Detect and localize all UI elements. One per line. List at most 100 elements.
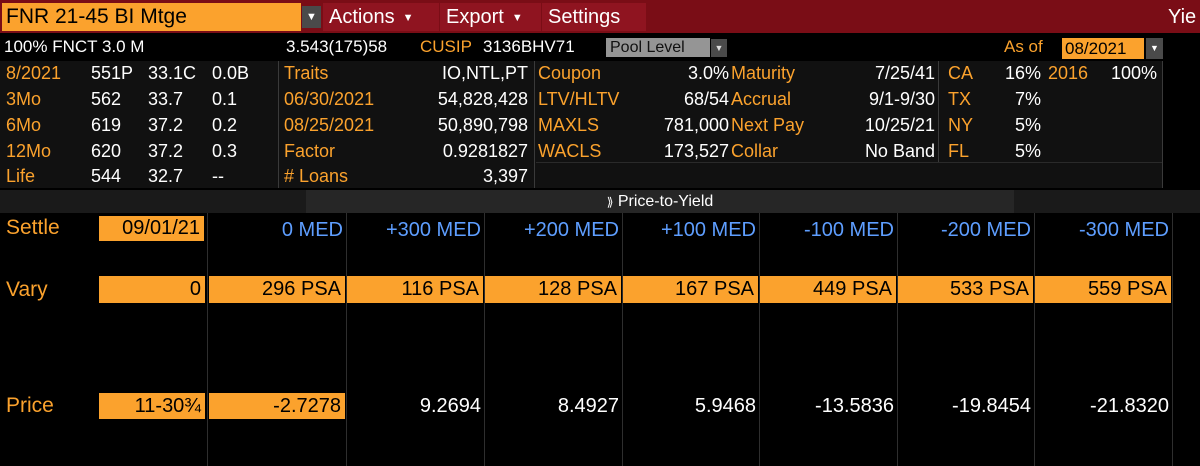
pool-level-dropdown-icon[interactable]: ▼ xyxy=(711,39,727,57)
cusip-label: CUSIP xyxy=(420,37,472,56)
export-menu[interactable]: Export ▼ xyxy=(440,3,541,31)
history-period: 6Mo xyxy=(6,115,42,135)
as-of-dropdown-icon[interactable]: ▼ xyxy=(1146,38,1163,59)
loan-stat-label: Coupon xyxy=(538,63,602,83)
scenario-header: +200 MED xyxy=(523,219,619,241)
price-result: -19.8454 xyxy=(952,395,1031,417)
settings-menu-label: Settings xyxy=(548,6,621,28)
geo-state: CA xyxy=(948,63,974,83)
geo-pct: 16% xyxy=(1004,63,1041,83)
divider xyxy=(534,61,535,188)
security-dropdown-icon[interactable]: ▼ xyxy=(302,6,321,28)
grid-divider xyxy=(346,213,347,466)
divider xyxy=(536,162,1162,163)
grid-divider xyxy=(484,213,485,466)
history-cpr: 37.2 xyxy=(148,115,184,135)
history-speed: 620 xyxy=(91,141,122,161)
vary-label: Vary xyxy=(6,278,48,301)
settle-label: Settle xyxy=(6,216,60,239)
history-period: Life xyxy=(6,166,36,186)
drill-icon: ⟫ xyxy=(606,195,614,209)
history-cpr: 33.7 xyxy=(148,89,184,109)
history-speed: 551P xyxy=(91,63,134,83)
history-vol: 0.1 xyxy=(212,89,238,109)
geo-state: FL xyxy=(948,141,970,161)
as-of-label: As of xyxy=(1004,37,1043,56)
vary-field[interactable]: 533 PSA xyxy=(898,276,1033,303)
yield-tab-truncated[interactable]: Yie xyxy=(1168,6,1197,28)
scenario-header: -200 MED xyxy=(940,219,1031,241)
security-field[interactable]: FNR 21-45 BI Mtge xyxy=(2,3,301,31)
history-vol: 0.3 xyxy=(212,141,238,161)
divider xyxy=(1162,61,1163,188)
term-value: 9/1-9/30 xyxy=(868,89,935,109)
attribute-value: 54,828,428 xyxy=(437,89,528,109)
pool-level-select[interactable]: Pool Level xyxy=(606,38,710,57)
loan-stat-label: WACLS xyxy=(538,141,602,161)
actions-menu[interactable]: Actions ▼ xyxy=(323,3,439,31)
vary-field[interactable]: 116 PSA xyxy=(347,276,483,303)
vary-field[interactable]: 296 PSA xyxy=(209,276,345,303)
geo-pct: 7% xyxy=(1014,89,1041,109)
divider xyxy=(278,61,279,188)
as-of-field[interactable]: 08/2021 xyxy=(1062,38,1144,59)
history-cpr: 33.1C xyxy=(148,63,197,83)
attribute-label: Traits xyxy=(284,63,329,83)
vintage-year: 2016 xyxy=(1048,63,1089,83)
price-result: -21.8320 xyxy=(1090,395,1169,417)
vary-field[interactable]: 559 PSA xyxy=(1035,276,1171,303)
history-cpr: 37.2 xyxy=(148,141,184,161)
term-label: Collar xyxy=(731,141,779,161)
vary-field[interactable]: 167 PSA xyxy=(623,276,758,303)
geo-state: NY xyxy=(948,115,974,135)
chevron-down-icon: ▼ xyxy=(402,12,414,24)
attribute-label: # Loans xyxy=(284,166,349,186)
history-period: 3Mo xyxy=(6,89,42,109)
loan-stat-value: 173,527 xyxy=(663,141,729,161)
section-banner-center xyxy=(306,190,1014,213)
attribute-label: 06/30/2021 xyxy=(284,89,375,109)
history-vol: 0.0B xyxy=(212,63,250,83)
settings-menu[interactable]: Settings xyxy=(542,3,646,31)
attribute-value: 50,890,798 xyxy=(437,115,528,135)
attribute-value: 3,397 xyxy=(482,166,528,186)
term-label: Maturity xyxy=(731,63,796,83)
price-result: -13.5836 xyxy=(815,395,894,417)
history-cpr: 32.7 xyxy=(148,166,184,186)
vary-field[interactable]: 128 PSA xyxy=(485,276,621,303)
term-label: Next Pay xyxy=(731,115,805,135)
history-speed: 562 xyxy=(91,89,122,109)
attribute-value: IO,NTL,PT xyxy=(441,63,528,83)
history-period: 8/2021 xyxy=(6,63,62,83)
price-input-field[interactable]: 11-30¾ xyxy=(99,393,205,419)
description: 100% FNCT 3.0 M xyxy=(4,37,145,56)
history-vol: 0.2 xyxy=(212,115,238,135)
price-result: 8.4927 xyxy=(557,395,619,417)
chevron-down-icon: ▼ xyxy=(511,12,523,24)
price-label: Price xyxy=(6,394,54,417)
price-result: 5.9468 xyxy=(694,395,756,417)
term-value: 10/25/21 xyxy=(864,115,935,135)
grid-divider xyxy=(1034,213,1035,466)
history-vol: -- xyxy=(212,166,224,186)
vary-field[interactable]: 449 PSA xyxy=(760,276,896,303)
grid-divider xyxy=(1172,213,1173,466)
cusip-value: 3136BHV71 xyxy=(483,37,575,56)
history-period: 12Mo xyxy=(6,141,52,161)
price-result: 9.2694 xyxy=(419,395,481,417)
scenario-header: -100 MED xyxy=(803,219,894,241)
attribute-label: 08/25/2021 xyxy=(284,115,375,135)
geo-pct: 5% xyxy=(1014,115,1041,135)
grid-divider xyxy=(207,213,208,466)
scenario-header: +300 MED xyxy=(385,219,481,241)
settle-date-field[interactable]: 09/01/21 xyxy=(99,216,204,241)
attribute-label: Factor xyxy=(284,141,336,161)
loan-stat-value: 781,000 xyxy=(663,115,729,135)
attribute-value: 0.9281827 xyxy=(442,141,528,161)
price-to-yield-title: ⟫ Price-to-Yield xyxy=(0,190,1200,214)
price-result-field[interactable]: -2.7278 xyxy=(209,393,345,419)
loan-stat-value: 3.0% xyxy=(687,63,729,83)
vintage-pct: 100% xyxy=(1110,63,1157,83)
grid-divider xyxy=(622,213,623,466)
vary-base-field[interactable]: 0 xyxy=(99,276,205,303)
